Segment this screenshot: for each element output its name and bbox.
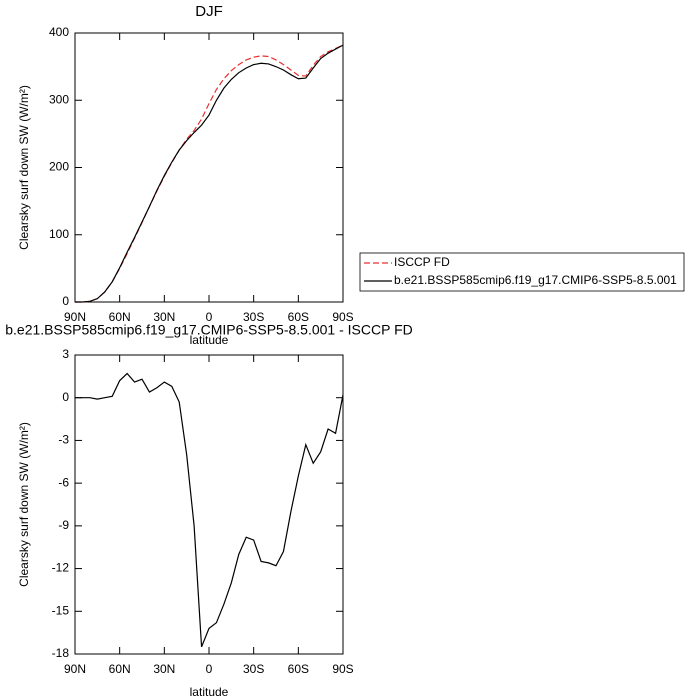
y-tick-label: 3: [62, 347, 69, 361]
x-tick-label: 30N: [153, 310, 175, 324]
x-tick-label: 90N: [64, 310, 86, 324]
series-line: [75, 372, 344, 648]
y-tick-label: 0: [62, 294, 69, 308]
y-tick-label: -6: [58, 475, 69, 489]
y-tick-label: -12: [52, 561, 70, 575]
x-tick-label: 30S: [243, 310, 264, 324]
y-tick-label: -3: [58, 433, 69, 447]
y-tick-label: 200: [49, 160, 69, 174]
x-tick-label: 90S: [332, 310, 353, 324]
y-axis-label: Clearsky surf down SW (W/m²): [17, 85, 31, 250]
x-tick-label: 90N: [64, 662, 86, 676]
x-tick-label: 30S: [243, 662, 264, 676]
y-tick-label: -18: [52, 646, 70, 660]
x-tick-label: 90S: [332, 662, 353, 676]
legend-box: [359, 252, 685, 292]
x-tick-label: 60N: [109, 310, 131, 324]
y-tick-label: 100: [49, 227, 69, 241]
x-tick-label: 60S: [288, 662, 309, 676]
series-line: [75, 44, 344, 303]
y-tick-label: 0: [62, 390, 69, 404]
x-axis-label: latitude: [190, 333, 229, 347]
x-tick-label: 60N: [109, 662, 131, 676]
y-axis-label: Clearsky surf down SW (W/m²): [17, 422, 31, 587]
plot-frame: [74, 354, 344, 655]
x-tick-label: 0: [206, 662, 213, 676]
x-tick-label: 30N: [153, 662, 175, 676]
y-tick-label: 400: [49, 25, 69, 39]
chart-title: DJF: [195, 3, 223, 20]
plot-frame: [74, 32, 344, 303]
y-tick-label: -15: [52, 603, 70, 617]
legend-label: ISCCP FD: [394, 255, 450, 269]
y-tick-label: -9: [58, 518, 69, 532]
y-tick-label: 300: [49, 92, 69, 106]
x-tick-label: 60S: [288, 310, 309, 324]
legend-label: b.e21.BSSP585cmip6.f19_g17.CMIP6-SSP5-8.…: [394, 273, 677, 287]
x-axis-label: latitude: [190, 685, 229, 699]
series-line: [75, 44, 344, 303]
chart-title: b.e21.BSSP585cmip6.f19_g17.CMIP6-SSP5-8.…: [5, 322, 413, 338]
x-tick-label: 0: [206, 310, 213, 324]
